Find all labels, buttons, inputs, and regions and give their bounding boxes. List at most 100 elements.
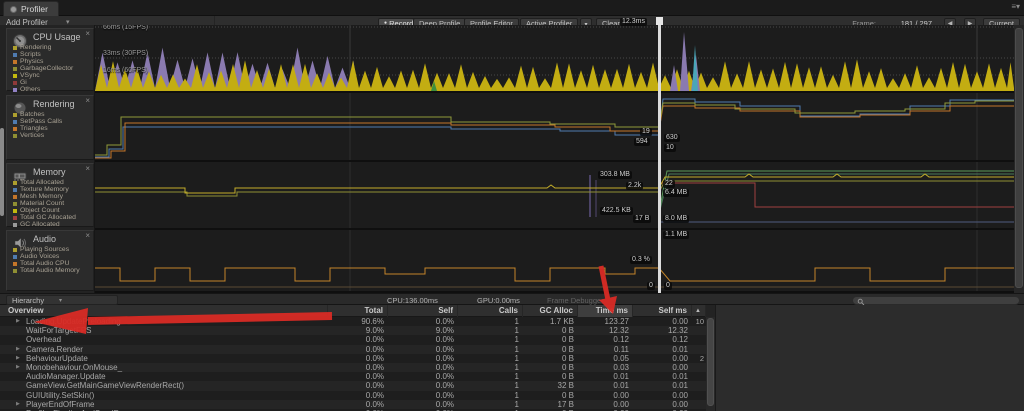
- row-warning-count: [692, 345, 706, 354]
- row-warning-count: 10: [695, 317, 704, 326]
- table-header[interactable]: Overview Total Self Calls GC Alloc Time …: [0, 305, 706, 317]
- tab-profiler[interactable]: Profiler: [3, 1, 59, 16]
- table-row[interactable]: GUIUtility.SetSkin() 0.0% 0.0% 1 0 B 0.0…: [0, 390, 706, 400]
- legend-item[interactable]: Texture Memory: [13, 186, 91, 193]
- playhead-line[interactable]: [658, 25, 661, 293]
- legend-color-swatch: [13, 194, 17, 199]
- table-row[interactable]: ▶ Camera.Render 0.0% 0.0% 1 0 B 0.11 0.01: [0, 344, 706, 354]
- record-label: Record: [389, 19, 414, 28]
- rendering-chart[interactable]: [95, 93, 1014, 160]
- table-row[interactable]: AudioManager.Update 0.0% 0.0% 1 0 B 0.01…: [0, 372, 706, 382]
- row-name: Profiler.FinalizeAndSendFrame: [26, 409, 141, 411]
- cpu-time-stat: CPU:136.00ms: [387, 296, 438, 305]
- column-calls[interactable]: Calls: [458, 305, 523, 317]
- row-self: 0.0%: [435, 390, 454, 400]
- legend-item[interactable]: VSync: [13, 72, 91, 79]
- table-scrollbar-thumb[interactable]: [707, 318, 714, 406]
- legend-label: Object Count: [20, 207, 60, 214]
- legend-item[interactable]: Playing Sources: [13, 246, 91, 253]
- table-row[interactable]: Profiler.FinalizeAndSendFrame 0.0% 0.0% …: [0, 408, 706, 411]
- close-icon[interactable]: ×: [85, 231, 90, 240]
- playhead-handle[interactable]: [656, 17, 663, 25]
- legend-item[interactable]: Total GC Allocated: [13, 214, 91, 221]
- table-row[interactable]: ▶ BehaviourUpdate 0.0% 0.0% 1 0 B 0.05 0.…: [0, 353, 706, 363]
- row-self: 0.0%: [435, 335, 454, 345]
- legend-item[interactable]: Total Audio CPU: [13, 260, 91, 267]
- module-audio[interactable]: Audio × Playing Sources Audio Voices Tot…: [6, 230, 94, 291]
- next-frame-icon: ▶: [967, 21, 973, 27]
- table-row[interactable]: Overhead 0.0% 0.0% 1 0 B 0.12 0.12: [0, 335, 706, 345]
- grid-label-16ms: 16ms (60FPS): [103, 67, 149, 74]
- row-self: 0.0%: [435, 353, 454, 363]
- module-memory[interactable]: Memory × Total Allocated Texture Memory …: [6, 163, 94, 228]
- table-row[interactable]: ▶ Monobehaviour.OnMouse_ 0.0% 0.0% 1 0 B …: [0, 362, 706, 373]
- memory-value-label: 2.2k: [626, 182, 644, 190]
- legend-item[interactable]: SetPass Calls: [13, 118, 91, 125]
- row-name-cell: WaitForTargetFPS: [0, 326, 328, 335]
- legend-item[interactable]: Total Audio Memory: [13, 267, 91, 274]
- row-time-ms: 0.12: [613, 335, 629, 345]
- legend-item[interactable]: GarbageCollector: [13, 65, 91, 72]
- cpu-gauge-icon: [13, 34, 27, 48]
- table-row[interactable]: ▶ PlayerEndOfFrame 0.0% 0.0% 1 17 B 0.00 …: [0, 399, 706, 409]
- row-self: 0.0%: [388, 409, 458, 411]
- legend-item[interactable]: Gi: [13, 79, 91, 86]
- row-name: Monobehaviour.OnMouse_: [26, 362, 123, 372]
- module-rendering[interactable]: Rendering × Batches SetPass Calls Triang…: [6, 95, 94, 160]
- expand-arrow-icon: ▶: [16, 354, 20, 361]
- row-name: BehaviourUpdate: [26, 353, 88, 363]
- legend-item[interactable]: Batches: [13, 111, 91, 118]
- table-row[interactable]: GameView.GetMainGameViewRenderRect() 0.0…: [0, 381, 706, 391]
- cpu-usage-chart[interactable]: 66ms (15FPS) 33ms (30FPS) 16ms (60FPS): [95, 25, 1014, 91]
- legend-color-swatch: [13, 254, 17, 259]
- table-row[interactable]: WaitForTargetFPS 9.0% 9.0% 1 0 B 12.32 1…: [0, 326, 706, 336]
- legend-item[interactable]: Physics: [13, 58, 91, 65]
- row-name: Overhead: [26, 335, 62, 345]
- column-time-ms[interactable]: Time ms: [578, 305, 633, 317]
- rendering-value-label: 10: [664, 144, 676, 152]
- legend-item[interactable]: Total Allocated: [13, 179, 91, 186]
- close-icon[interactable]: ×: [85, 29, 90, 38]
- close-icon[interactable]: ×: [85, 164, 90, 173]
- window-menu-icon[interactable]: ≡▾: [1011, 2, 1020, 11]
- search-icon: [857, 298, 865, 306]
- sort-ascending-icon[interactable]: ▲: [692, 305, 706, 317]
- audio-legend: Playing Sources Audio Voices Total Audio…: [13, 246, 91, 274]
- column-self-ms[interactable]: Self ms: [633, 305, 692, 317]
- legend-label: Others: [20, 86, 41, 93]
- column-total[interactable]: Total: [328, 305, 388, 317]
- memory-chart[interactable]: [95, 162, 1014, 228]
- legend-item[interactable]: Mesh Memory: [13, 193, 91, 200]
- status-bar: Hierarchy ▾ CPU:136.00ms GPU:0.00ms Fram…: [0, 293, 1024, 306]
- close-icon[interactable]: ×: [85, 96, 90, 105]
- column-overview[interactable]: Overview: [0, 305, 328, 317]
- legend-item[interactable]: Object Count: [13, 207, 91, 214]
- rendering-chart-plot: [95, 93, 1014, 160]
- row-calls: 1: [514, 381, 519, 391]
- legend-item[interactable]: Others: [13, 86, 91, 93]
- legend-item[interactable]: Rendering: [13, 44, 91, 51]
- profile-editor-label: Profile Editor: [470, 19, 513, 28]
- hierarchy-dropdown[interactable]: Hierarchy ▾: [6, 295, 118, 305]
- module-cpu-usage[interactable]: CPU Usage × Rendering Scripts Physics: [6, 28, 94, 93]
- search-box[interactable]: [852, 296, 1020, 306]
- legend-item[interactable]: Vertices: [13, 132, 91, 139]
- legend-item[interactable]: Material Count: [13, 200, 91, 207]
- legend-item[interactable]: GC Allocated: [13, 221, 91, 228]
- deep-profile-label: Deep Profile: [419, 19, 461, 28]
- legend-item[interactable]: Audio Voices: [13, 253, 91, 260]
- search-input[interactable]: [867, 297, 1015, 304]
- record-icon: ●: [384, 20, 388, 26]
- frame-debugger-button[interactable]: Frame Debugger: [547, 296, 604, 305]
- row-time-ms: 0.00: [613, 390, 629, 400]
- audio-chart[interactable]: [95, 230, 1014, 291]
- chart-scrollbar-thumb[interactable]: [1015, 28, 1023, 288]
- legend-item[interactable]: Triangles: [13, 125, 91, 132]
- column-gc-alloc[interactable]: GC Alloc: [523, 305, 578, 317]
- add-profiler-dropdown[interactable]: Add Profiler ▾: [0, 16, 215, 30]
- table-row[interactable]: ▶ Loading.UpdatePreloading 90.6% 0.0% 1 1…: [0, 317, 706, 327]
- module-scrollbar[interactable]: [0, 128, 4, 216]
- legend-item[interactable]: Scripts: [13, 51, 91, 58]
- column-self[interactable]: Self: [388, 305, 458, 317]
